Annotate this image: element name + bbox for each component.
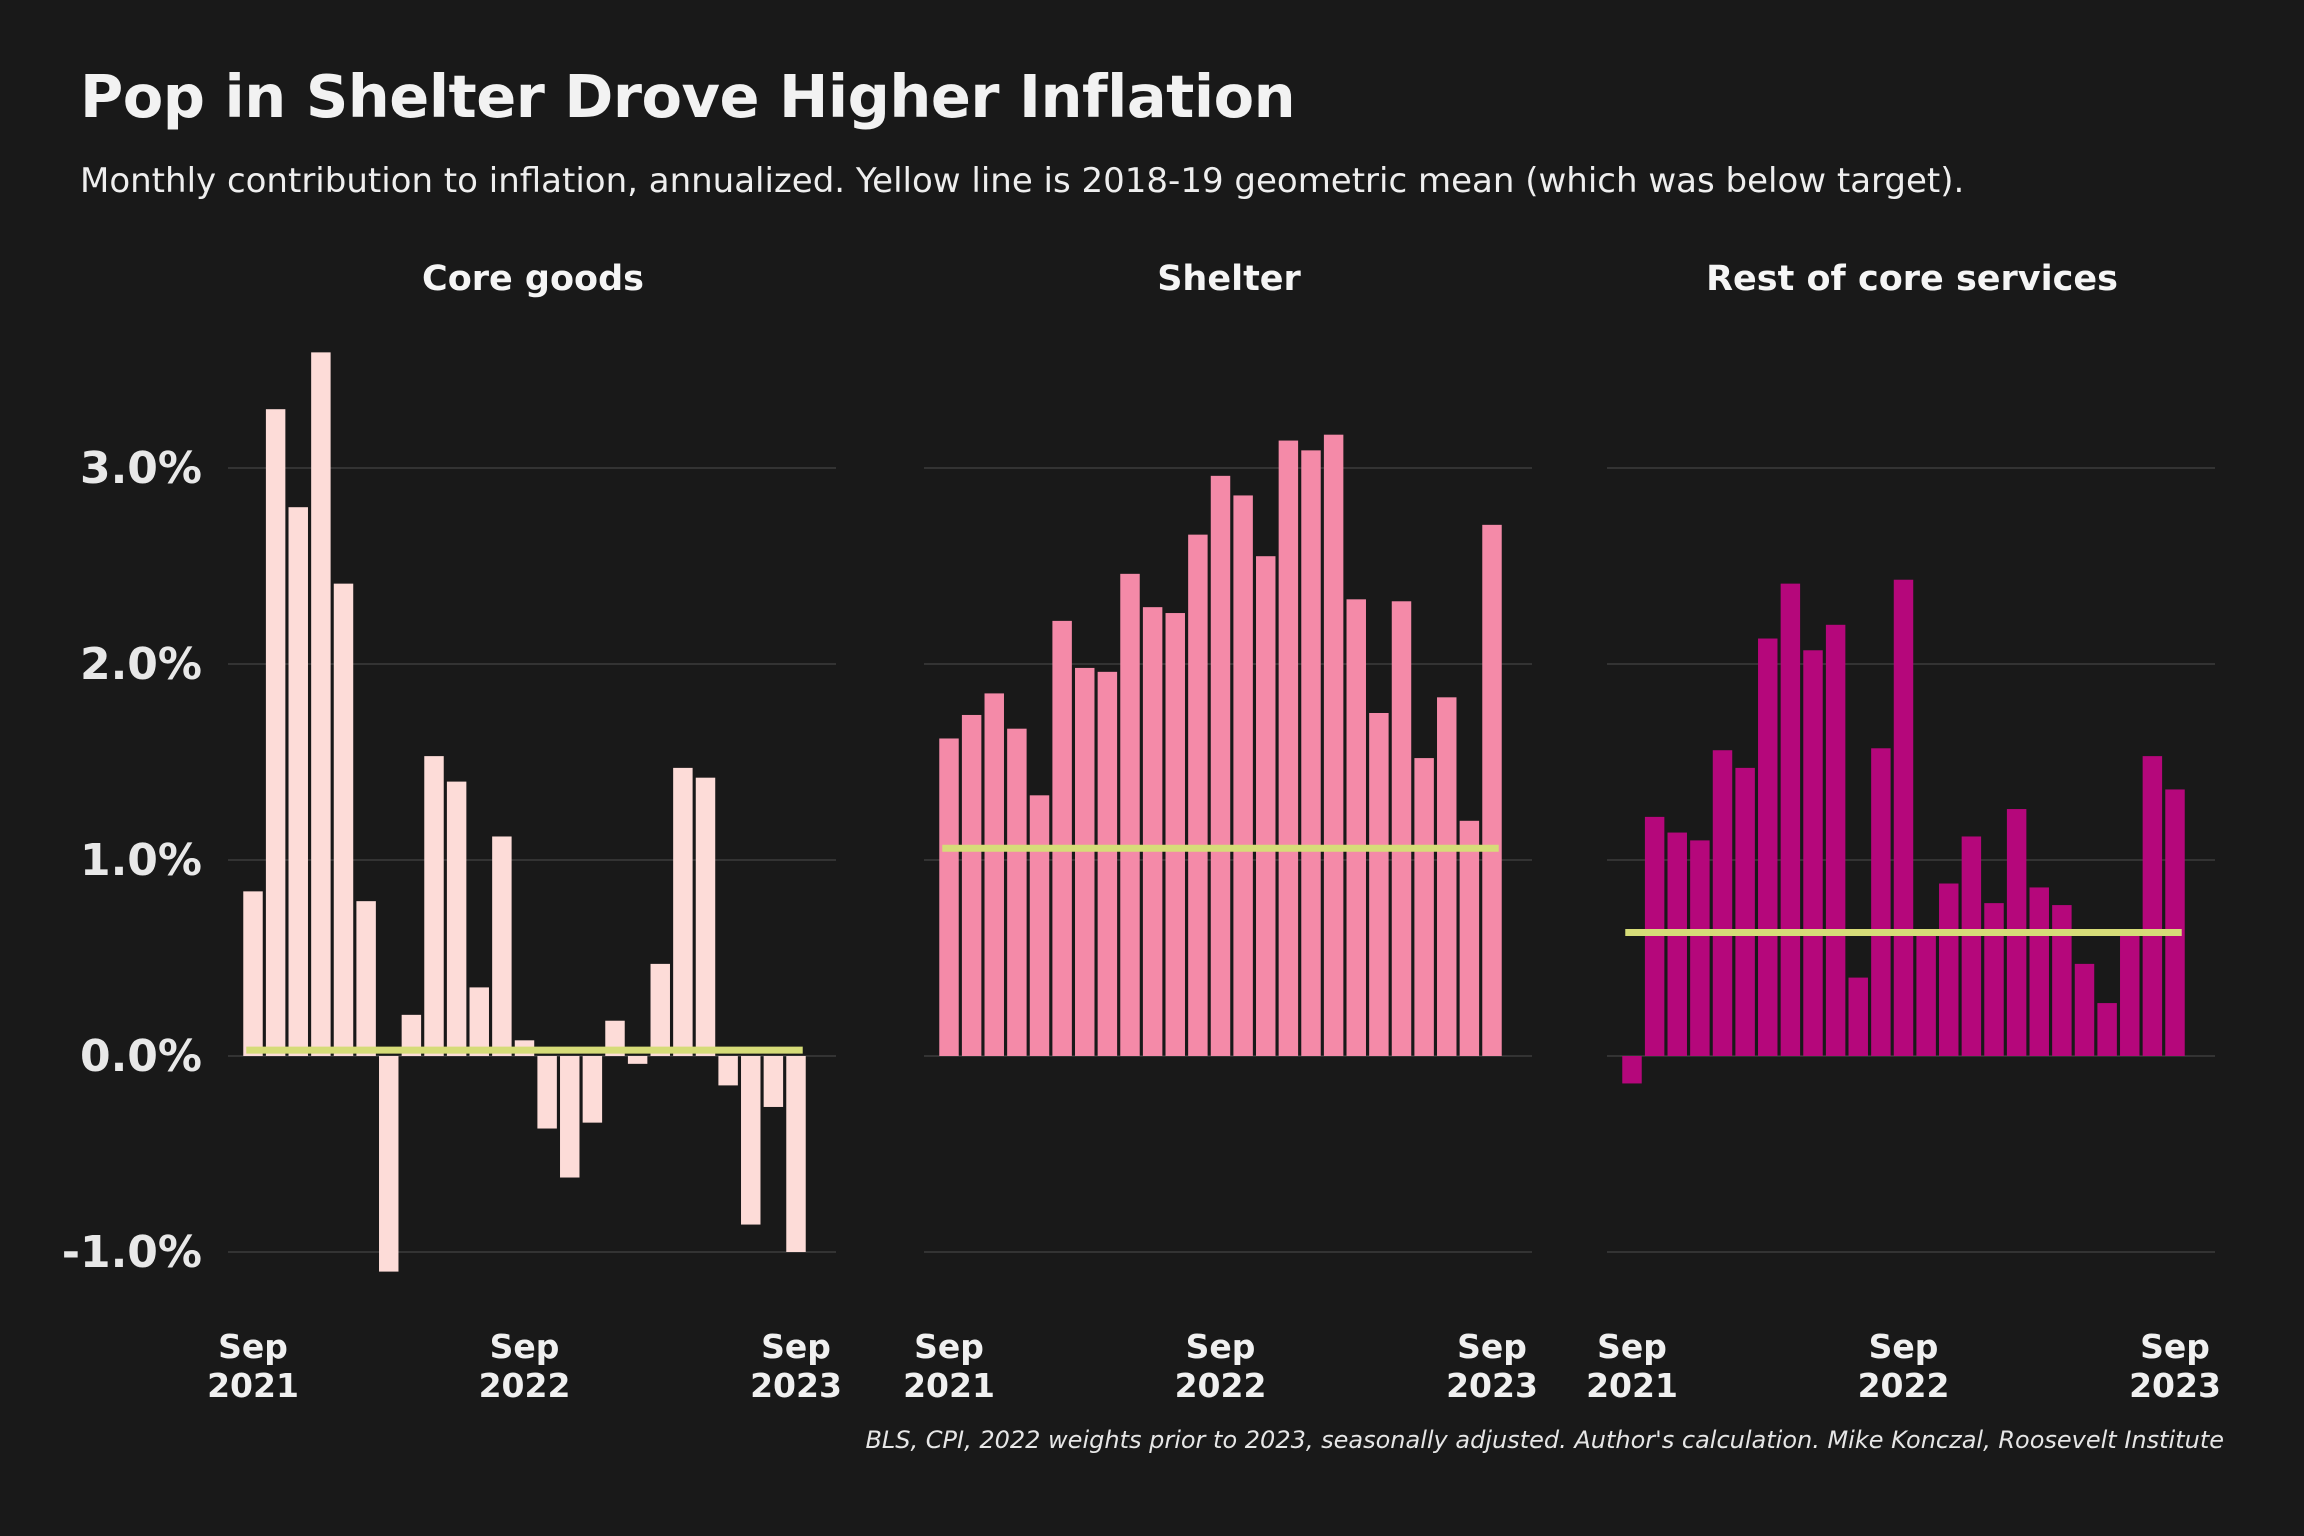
bar: [1849, 978, 1868, 1056]
x-tick-label: Sep 2022: [1175, 1327, 1267, 1405]
bar: [741, 1056, 760, 1225]
bar: [334, 584, 353, 1056]
bar: [356, 901, 375, 1056]
bar: [311, 352, 330, 1056]
source-caption: BLS, CPI, 2022 weights prior to 2023, se…: [865, 1426, 2224, 1454]
bar: [1120, 574, 1139, 1056]
bar: [786, 1056, 805, 1252]
x-tick-label: Sep 2022: [1858, 1327, 1950, 1405]
x-tick-label: Sep 2023: [750, 1327, 842, 1405]
x-tick-label: Sep 2021: [1586, 1327, 1678, 1405]
bar: [470, 987, 489, 1056]
bar: [1301, 450, 1320, 1056]
bar: [1758, 639, 1777, 1056]
bar: [2097, 1003, 2116, 1056]
bar: [1143, 607, 1162, 1056]
bar: [379, 1056, 398, 1272]
bar: [537, 1056, 556, 1129]
y-tick-label: 2.0%: [80, 639, 202, 690]
x-tick-label: Sep 2021: [207, 1327, 299, 1405]
y-tick-label: -1.0%: [62, 1227, 202, 1278]
bar: [2143, 756, 2162, 1056]
bar: [1166, 613, 1185, 1056]
bar: [1098, 672, 1117, 1056]
bar: [1984, 903, 2003, 1056]
bar: [718, 1056, 737, 1085]
bar: [1279, 441, 1298, 1056]
bar: [266, 409, 285, 1056]
bar: [1211, 476, 1230, 1056]
bar: [1052, 621, 1071, 1056]
bar: [243, 891, 262, 1056]
bar: [673, 768, 692, 1056]
bar: [1030, 795, 1049, 1056]
bar: [1622, 1056, 1641, 1083]
bar: [1392, 601, 1411, 1056]
bar: [1645, 817, 1664, 1056]
bar: [696, 778, 715, 1056]
bar: [1939, 884, 1958, 1056]
bar: [2030, 887, 2049, 1056]
bar: [1916, 931, 1935, 1056]
bar: [939, 738, 958, 1056]
bar: [2052, 905, 2071, 1056]
bar: [583, 1056, 602, 1123]
bar: [985, 693, 1004, 1056]
bar: [1437, 697, 1456, 1056]
x-tick-label: Sep 2021: [903, 1327, 995, 1405]
bar: [447, 782, 466, 1056]
bar: [1460, 821, 1479, 1056]
bar: [1781, 584, 1800, 1056]
bar: [1075, 668, 1094, 1056]
x-tick-label: Sep 2023: [2129, 1327, 2221, 1405]
bar: [492, 836, 511, 1056]
panel-title: Core goods: [422, 259, 644, 299]
bar: [560, 1056, 579, 1178]
bar: [1347, 599, 1366, 1056]
bar: [1690, 840, 1709, 1056]
panel-core-goods: Core goods Sep 2021 Sep 2022 Sep 2023: [207, 259, 842, 1405]
bar: [1668, 833, 1687, 1056]
bar: [1826, 625, 1845, 1056]
bar: [1871, 748, 1890, 1056]
x-tick-label: Sep 2022: [479, 1327, 571, 1405]
bar: [2075, 964, 2094, 1056]
bar: [1962, 836, 1981, 1056]
bar: [1233, 495, 1252, 1056]
panel-shelter: Shelter Sep 2021 Sep 2022 Sep 2023: [903, 259, 1538, 1405]
bar: [1369, 713, 1388, 1056]
bar: [1735, 768, 1754, 1056]
y-tick-label: 3.0%: [80, 443, 202, 494]
bar: [1713, 750, 1732, 1056]
bar: [424, 756, 443, 1056]
bar: [2165, 789, 2184, 1056]
bar: [2120, 931, 2139, 1056]
bar: [764, 1056, 783, 1107]
panel-rest-of-core-services: Rest of core services Sep 2021 Sep 2022 Sep 20…: [1586, 259, 2221, 1405]
y-tick-label: 0.0%: [80, 1031, 202, 1082]
panel-title: Shelter: [1157, 259, 1301, 299]
bar: [289, 507, 308, 1056]
bar: [1803, 650, 1822, 1056]
bar: [1482, 525, 1501, 1056]
bar: [1324, 435, 1343, 1056]
y-tick-label: 1.0%: [80, 835, 202, 886]
bar: [1414, 758, 1433, 1056]
bar: [1188, 535, 1207, 1056]
panel-title: Rest of core services: [1706, 259, 2118, 299]
bar: [1256, 556, 1275, 1056]
x-tick-label: Sep 2023: [1446, 1327, 1538, 1405]
bar: [628, 1056, 647, 1064]
bar: [651, 964, 670, 1056]
bar: [962, 715, 981, 1056]
bar: [1894, 580, 1913, 1056]
bar: [1007, 729, 1026, 1056]
